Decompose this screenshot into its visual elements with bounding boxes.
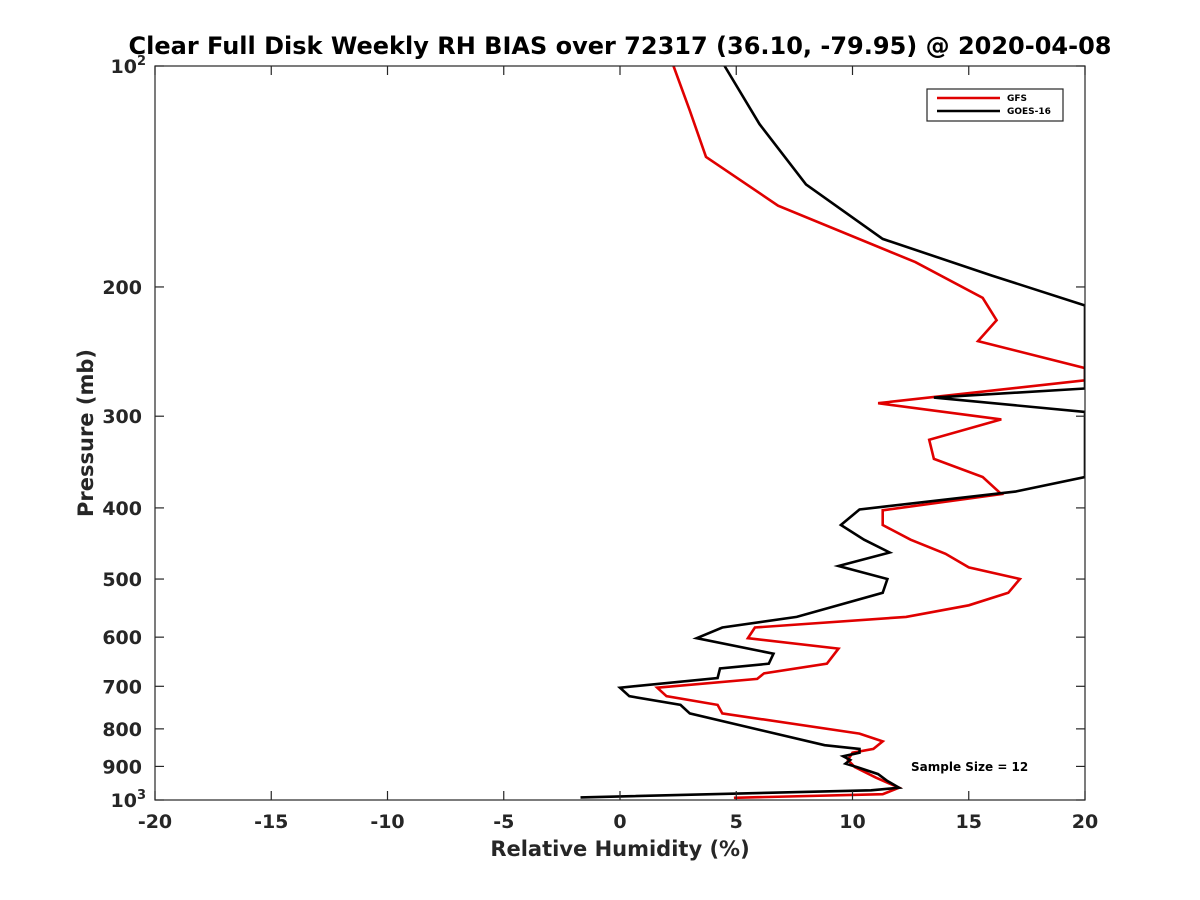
y-tick-label-base: 200 bbox=[102, 277, 142, 299]
legend-label: GOES-16 bbox=[1007, 107, 1051, 117]
sample-size-annotation: Sample Size = 12 bbox=[911, 760, 1028, 774]
y-tick-label-base: 10 bbox=[111, 56, 137, 78]
chart-title: Clear Full Disk Weekly RH BIAS over 7231… bbox=[129, 32, 1112, 60]
x-tick-label: -20 bbox=[138, 811, 172, 833]
y-tick-label: 600 bbox=[102, 627, 142, 649]
legend-label: GFS bbox=[1007, 94, 1027, 104]
plot-frame bbox=[154, 65, 1086, 801]
y-tick-label-base: 300 bbox=[102, 406, 142, 428]
y-tick-label: 800 bbox=[102, 719, 142, 741]
y-tick-label: 500 bbox=[102, 569, 142, 591]
x-tick-label: 20 bbox=[1072, 811, 1098, 833]
y-tick-label-base: 500 bbox=[102, 569, 142, 591]
x-tick-label: 10 bbox=[839, 811, 865, 833]
y-tick-label: 10 bbox=[111, 790, 137, 812]
x-axis: -20 -15 -10 -5 0 5 10 15 20 bbox=[138, 66, 1098, 833]
y-tick-label-base: 900 bbox=[102, 756, 142, 778]
y-tick-label-base: 600 bbox=[102, 627, 142, 649]
y-tick-label: 10 bbox=[111, 56, 137, 78]
y-tick-label: 200 bbox=[102, 277, 142, 299]
series-line-gfs bbox=[654, 66, 1085, 800]
x-tick-label: 15 bbox=[956, 811, 982, 833]
legend-box bbox=[926, 88, 1064, 122]
x-tick-label: 5 bbox=[730, 811, 743, 833]
y-tick-label-exponent: 3 bbox=[137, 788, 146, 803]
x-tick-label: 0 bbox=[613, 811, 626, 833]
x-axis-label: Relative Humidity (%) bbox=[490, 837, 749, 861]
x-tick-label: -10 bbox=[370, 811, 404, 833]
y-tick-label-base: 700 bbox=[102, 676, 142, 698]
y-tick-label: 700 bbox=[102, 676, 142, 698]
y-tick-label-exponent: 2 bbox=[137, 54, 146, 69]
x-tick-label: -5 bbox=[493, 811, 514, 833]
plot-area: -20 -15 -10 -5 0 5 10 15 20 10 220030040050060070… bbox=[102, 54, 1098, 833]
series-line-goes-16 bbox=[580, 66, 1085, 799]
y-axis-label: Pressure (mb) bbox=[74, 349, 98, 517]
y-tick-label-base: 10 bbox=[111, 790, 137, 812]
series-group bbox=[580, 66, 1085, 800]
y-tick-label: 400 bbox=[102, 498, 142, 520]
y-tick-label-base: 800 bbox=[102, 719, 142, 741]
legend: GFS GOES-16 bbox=[926, 88, 1064, 122]
x-tick-label: -15 bbox=[254, 811, 288, 833]
y-tick-label: 300 bbox=[102, 406, 142, 428]
y-tick-label: 900 bbox=[102, 756, 142, 778]
y-tick-label-base: 400 bbox=[102, 498, 142, 520]
